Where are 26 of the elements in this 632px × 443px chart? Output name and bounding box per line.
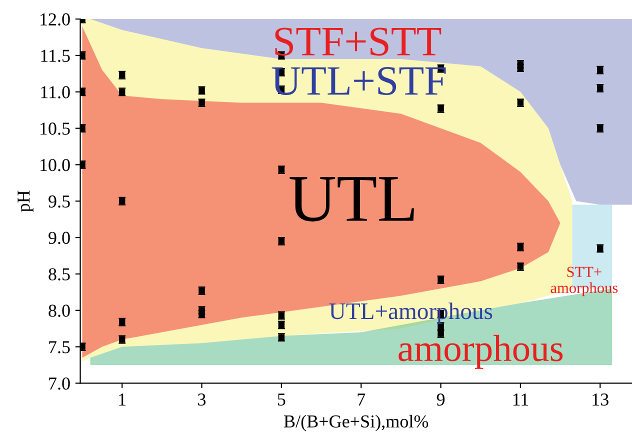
annotation: STT+ amorphous <box>550 266 618 296</box>
annotation: STF+STT <box>275 28 442 56</box>
y-tick-label: 9.0 <box>48 232 70 244</box>
y-tick-label: 7.5 <box>49 341 70 354</box>
annotation: UTL <box>290 177 414 222</box>
x-tick-label: 11 <box>513 394 528 406</box>
x-tick-label: 13 <box>592 393 608 406</box>
x-tick-label: 5 <box>278 394 286 406</box>
y-tick-label: 9.5 <box>48 195 70 208</box>
annotation: amorphous <box>398 334 563 369</box>
x-tick-label: 9 <box>436 393 445 406</box>
y-tick-label: 11.0 <box>41 86 70 98</box>
y-tick-label: 8.5 <box>48 268 70 280</box>
y-tick-label: 11.5 <box>41 50 70 62</box>
y-axis-title: pH <box>18 190 34 212</box>
y-tick-label: 10.5 <box>40 122 70 135</box>
x-tick-label: 3 <box>198 393 206 406</box>
y-tick-label: 10.0 <box>40 158 70 172</box>
annotation: UTL+amorphous <box>329 302 492 324</box>
y-tick-label: 8.0 <box>48 304 70 317</box>
y-tick-label: 12.0 <box>40 13 70 26</box>
annotation: UTL+STF <box>272 67 446 96</box>
y-tick-label: 7.0 <box>49 377 70 390</box>
x-tick-label: 7 <box>358 394 366 406</box>
x-tick-label: 1 <box>119 394 126 406</box>
x-axis-title: B/(B+Ge+Si),mol% <box>284 414 428 432</box>
